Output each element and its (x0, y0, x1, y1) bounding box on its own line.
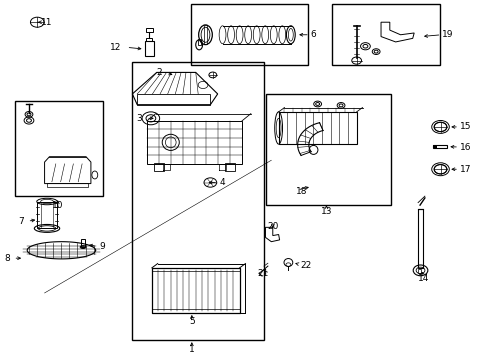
Bar (154, 163, 163, 171)
Text: 15: 15 (459, 122, 470, 131)
Bar (266, 94, 390, 205)
Bar (152, 268, 239, 313)
Text: 11: 11 (41, 18, 53, 27)
Text: 18: 18 (295, 187, 306, 196)
Text: 8: 8 (5, 254, 10, 263)
Bar (152, 309, 239, 313)
Bar (203, 25, 207, 44)
Bar (137, 94, 210, 105)
Text: 7: 7 (19, 217, 24, 226)
Text: 13: 13 (320, 207, 331, 216)
Bar (197, 40, 200, 45)
Bar (144, 41, 154, 55)
Bar (432, 145, 447, 148)
Text: 10: 10 (52, 201, 63, 210)
Bar (145, 28, 153, 32)
Bar (47, 183, 88, 187)
Bar (331, 4, 439, 65)
Text: 17: 17 (459, 165, 470, 174)
Bar (146, 38, 152, 41)
Text: 12: 12 (110, 43, 122, 52)
Text: 14: 14 (417, 274, 429, 283)
Text: 9: 9 (99, 242, 105, 251)
Bar (37, 202, 57, 228)
Text: 3: 3 (136, 114, 142, 123)
Bar (417, 269, 420, 273)
Text: 21: 21 (257, 269, 268, 278)
Text: 6: 6 (310, 30, 315, 39)
Bar (152, 268, 239, 271)
Bar (417, 209, 423, 268)
Text: 2: 2 (156, 68, 161, 77)
Text: 19: 19 (441, 30, 452, 39)
Text: 22: 22 (300, 261, 311, 270)
Text: 20: 20 (266, 222, 278, 231)
Bar (190, 4, 307, 65)
Bar (224, 163, 234, 171)
Bar (132, 62, 264, 339)
Text: 16: 16 (459, 143, 470, 152)
Bar (432, 145, 436, 148)
Text: 5: 5 (188, 317, 194, 326)
Bar (147, 121, 242, 164)
Bar (278, 112, 356, 144)
Bar (15, 101, 103, 196)
Bar (81, 239, 85, 247)
Text: 1: 1 (188, 345, 194, 354)
Text: 4: 4 (219, 178, 224, 187)
